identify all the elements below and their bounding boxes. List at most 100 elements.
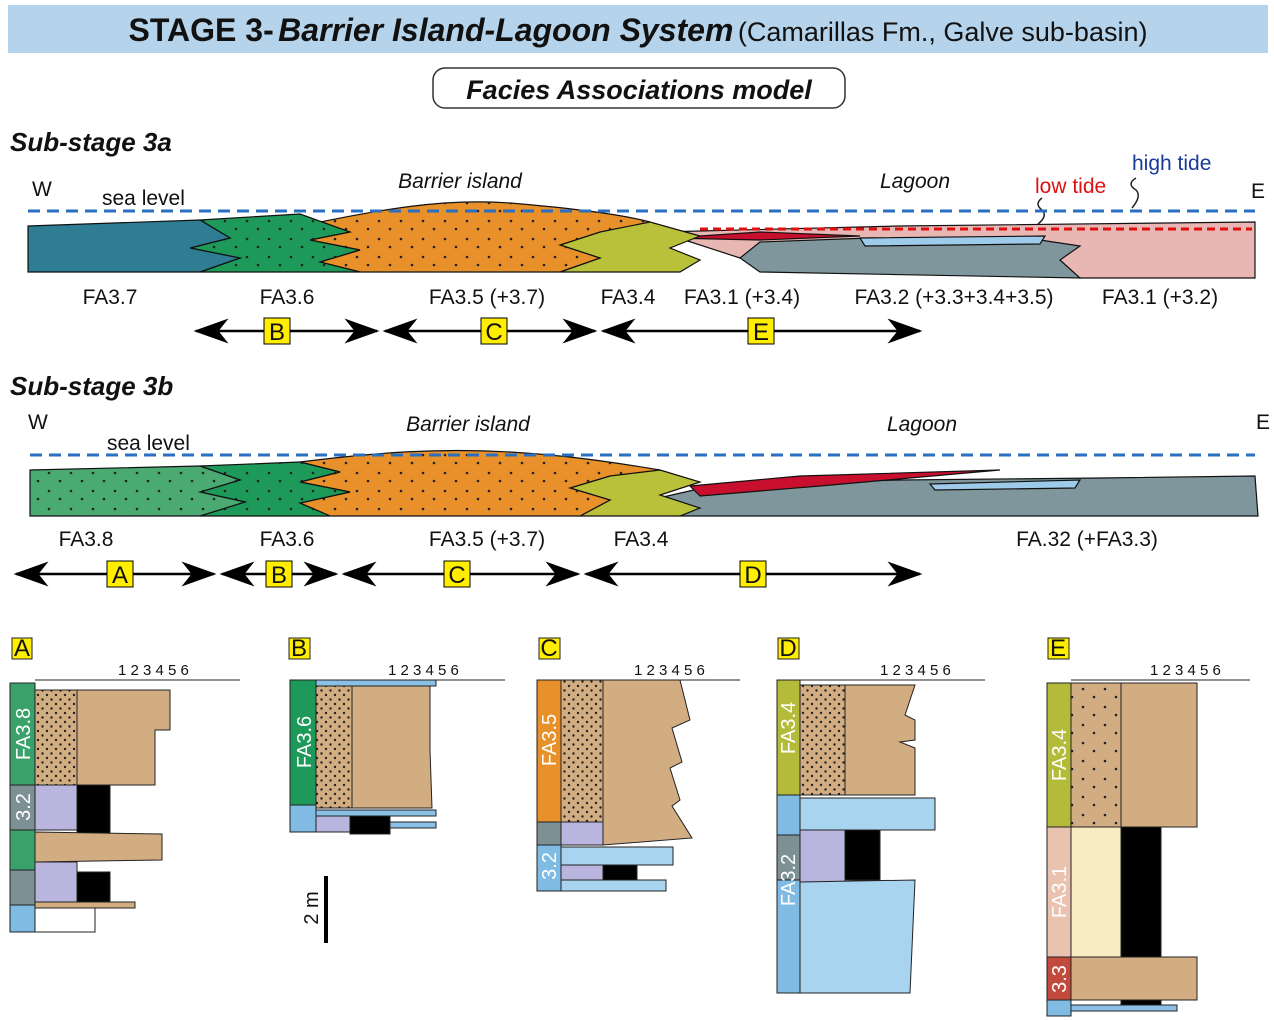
facies-label: FA3.4 — [601, 286, 656, 309]
facies-label: FA3.6 — [260, 528, 315, 551]
barrier-label: Barrier island — [406, 413, 531, 436]
facies-label: FA3.1 (+3.4) — [684, 286, 800, 309]
limestone — [561, 880, 666, 891]
limestone — [1071, 1005, 1177, 1011]
marl — [35, 908, 95, 932]
unit-strip — [10, 830, 35, 870]
log-letter: E — [753, 319, 769, 346]
sand-texture — [316, 686, 352, 808]
unit-label: FA3.2 — [778, 854, 800, 906]
limestone — [800, 880, 915, 993]
unit-strip — [537, 822, 561, 845]
section-3b — [30, 450, 1258, 516]
log-letter: E — [1050, 635, 1066, 662]
unit-strip — [10, 905, 35, 932]
grain-scale: 1 2 3 4 5 6 — [634, 662, 705, 679]
facies-label: FA3.8 — [59, 528, 114, 551]
limestone — [390, 822, 436, 828]
mudstone — [35, 862, 77, 902]
stage: STAGE 3- — [129, 12, 274, 48]
sand-texture — [1071, 683, 1121, 827]
coal — [350, 816, 390, 834]
sand-texture — [561, 680, 603, 822]
model-label: Facies Associations model — [466, 75, 812, 105]
mudstone — [316, 816, 350, 832]
title: STAGE 3- Barrier Island-Lagoon System (C… — [129, 12, 1148, 48]
mudstone — [35, 785, 77, 830]
scale-bar-label: 2 m — [301, 891, 323, 924]
sandstone — [1121, 683, 1197, 827]
coal — [77, 872, 110, 902]
high-tide: high tide — [1132, 152, 1211, 175]
sandstone — [1071, 957, 1197, 1000]
mudstone — [800, 830, 845, 882]
log-e — [1047, 638, 1250, 1016]
unit-label: FA3.8 — [13, 708, 35, 760]
unit-label: FA3.5 — [539, 714, 561, 766]
unit-strip — [290, 805, 316, 832]
grain-scale: 1 2 3 4 5 6 — [1150, 662, 1221, 679]
location: (Camarillas Fm., Galve sub-basin) — [738, 17, 1148, 47]
facies-label: FA3.2 (+3.3+3.4+3.5) — [854, 286, 1053, 309]
facies-label: FA3.4 — [614, 528, 669, 551]
log-letter: B — [271, 562, 287, 589]
mudstone — [561, 865, 603, 880]
west: W — [28, 411, 48, 434]
unit-strip — [10, 870, 35, 905]
log-letter: D — [779, 635, 796, 662]
unit-label: FA3.6 — [294, 716, 316, 768]
mudstone — [561, 822, 603, 845]
tide-pointer — [1131, 178, 1138, 208]
siltstone — [1071, 827, 1121, 957]
sandstone — [35, 902, 135, 908]
log-letter: C — [540, 635, 557, 662]
lagoon-label: Lagoon — [887, 413, 957, 436]
grain-scale: 1 2 3 4 5 6 — [388, 662, 459, 679]
barrier-label: Barrier island — [398, 170, 523, 193]
low-tide: low tide — [1035, 175, 1106, 198]
sea-level: sea level — [107, 432, 190, 455]
facies-label: FA.32 (+FA3.3) — [1016, 528, 1158, 551]
facies-labels: FA3.7 FA3.6 FA3.5 (+3.7) FA3.4 FA3.1 (+3… — [83, 286, 1219, 309]
log-letter: A — [14, 635, 30, 662]
substage-label: Sub-stage 3b — [10, 371, 173, 401]
sandstone — [845, 685, 915, 795]
east: E — [1256, 411, 1270, 434]
facies-label: FA3.5 (+3.7) — [429, 286, 545, 309]
log-letter: D — [744, 562, 761, 589]
substage-label: Sub-stage 3a — [10, 127, 172, 157]
facies-fa33 — [860, 236, 1045, 246]
west: W — [32, 178, 52, 201]
facies-label: FA3.7 — [83, 286, 138, 309]
log-a — [10, 638, 240, 932]
unit-strip — [1047, 1000, 1071, 1016]
limestone — [561, 847, 673, 865]
coal — [845, 830, 880, 880]
log-letter: B — [269, 319, 285, 346]
system: Barrier Island-Lagoon System — [278, 12, 733, 48]
lagoon-label: Lagoon — [880, 170, 950, 193]
limestone — [316, 810, 436, 816]
sea-level: sea level — [102, 187, 185, 210]
section-3a — [28, 202, 1255, 278]
grain-scale: 1 2 3 4 5 6 — [118, 662, 189, 679]
sandstone — [77, 690, 170, 785]
log-letter: B — [291, 635, 307, 662]
limestone — [316, 680, 436, 686]
unit-label: 3.2 — [539, 852, 561, 880]
unit-label: FA3.4 — [1049, 729, 1071, 781]
limestone — [800, 798, 935, 830]
facies-label: FA3.1 (+3.2) — [1102, 286, 1218, 309]
coal — [77, 785, 110, 835]
log-d — [777, 638, 985, 993]
unit-label: 3.3 — [1049, 965, 1071, 993]
sandstone — [603, 680, 692, 845]
sandstone — [35, 832, 162, 862]
facies-label: FA3.5 (+3.7) — [429, 528, 545, 551]
unit-label: FA3.1 — [1049, 866, 1071, 918]
diagram: STAGE 3- Barrier Island-Lagoon System (C… — [0, 0, 1274, 1020]
log-letter: C — [448, 562, 465, 589]
sand-texture — [35, 690, 77, 785]
coal — [603, 865, 637, 880]
log-letter: C — [485, 319, 502, 346]
